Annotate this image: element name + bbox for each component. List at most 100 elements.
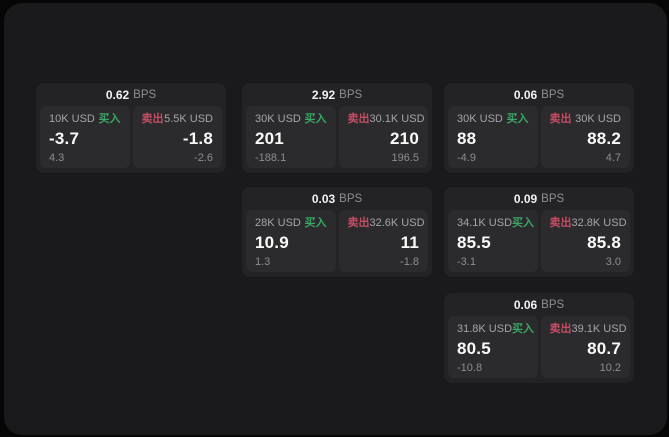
bps-value: 0.62 bbox=[105, 87, 130, 102]
sell-price: 85.8 bbox=[587, 233, 621, 252]
bps-value: 0.06 bbox=[513, 87, 538, 102]
sell-panel[interactable]: 卖出 5.5K USD -1.8 -2.6 bbox=[132, 106, 222, 168]
bps-value: 0.09 bbox=[513, 191, 538, 206]
quote-panels: 30K USD 买入 88 -4.9 卖出 30K USD 88.2 4.7 bbox=[444, 106, 634, 168]
cards-area: 0.62 BPS 10K USD 买入 -3.7 4.3 卖出 5.5K USD… bbox=[4, 3, 667, 435]
sell-panel[interactable]: 卖出 32.8K USD 85.8 3.0 bbox=[540, 210, 630, 272]
sell-side-label: 卖出 bbox=[549, 323, 572, 335]
sell-change: 3.0 bbox=[605, 256, 621, 268]
buy-panel[interactable]: 30K USD 买入 88 -4.9 bbox=[448, 106, 538, 168]
buy-notional: 34.1K USD bbox=[457, 217, 513, 229]
buy-panel-header: 30K USD 买入 bbox=[255, 113, 327, 126]
sell-notional: 39.1K USD bbox=[571, 323, 627, 335]
quote-panels: 31.8K USD 买入 80.5 -10.8 卖出 39.1K USD 80.… bbox=[444, 316, 634, 378]
bps-value: 0.06 bbox=[513, 297, 538, 312]
sell-panel[interactable]: 卖出 32.6K USD 11 -1.8 bbox=[338, 210, 428, 272]
bps-unit-label: BPS bbox=[541, 298, 565, 311]
sell-notional: 5.5K USD bbox=[164, 113, 213, 125]
buy-change: 4.3 bbox=[49, 152, 65, 164]
buy-panel[interactable]: 30K USD 买入 201 -188.1 bbox=[246, 106, 336, 168]
sell-notional: 32.6K USD bbox=[369, 217, 425, 229]
buy-notional: 10K USD bbox=[49, 113, 95, 125]
sell-panel-header: 卖出 32.6K USD bbox=[347, 217, 425, 230]
bps-value: 2.92 bbox=[311, 87, 336, 102]
quote-panels: 10K USD 买入 -3.7 4.3 卖出 5.5K USD -1.8 -2.… bbox=[36, 106, 226, 168]
sell-price: 80.7 bbox=[587, 339, 621, 358]
sell-panel-header: 卖出 39.1K USD bbox=[549, 323, 627, 336]
buy-notional: 30K USD bbox=[457, 113, 503, 125]
buy-side-label: 买入 bbox=[512, 217, 535, 229]
buy-side-label: 买入 bbox=[304, 113, 327, 125]
buy-panel-header: 28K USD 买入 bbox=[255, 217, 327, 230]
sell-panel-header: 卖出 30.1K USD bbox=[348, 113, 425, 126]
buy-notional: 31.8K USD bbox=[457, 323, 513, 335]
sell-panel[interactable]: 卖出 39.1K USD 80.7 10.2 bbox=[540, 316, 630, 378]
buy-side-label: 买入 bbox=[304, 217, 327, 229]
quote-card: 0.09 BPS 34.1K USD 买入 85.5 -3.1 卖出 32.8K… bbox=[444, 187, 634, 277]
buy-change: -10.8 bbox=[457, 362, 483, 374]
app-window: 0.62 BPS 10K USD 买入 -3.7 4.3 卖出 5.5K USD… bbox=[4, 3, 667, 435]
buy-panel[interactable]: 28K USD 买入 10.9 1.3 bbox=[246, 210, 336, 272]
sell-panel[interactable]: 卖出 30.1K USD 210 196.5 bbox=[338, 106, 428, 168]
quote-card: 0.62 BPS 10K USD 买入 -3.7 4.3 卖出 5.5K USD… bbox=[36, 83, 226, 173]
buy-price: 10.9 bbox=[255, 233, 289, 252]
bps-unit-label: BPS bbox=[541, 88, 565, 101]
sell-price: -1.8 bbox=[182, 129, 213, 148]
card-header: 0.06 BPS bbox=[444, 293, 634, 316]
buy-panel-header: 31.8K USD 买入 bbox=[457, 323, 534, 336]
buy-panel[interactable]: 34.1K USD 买入 85.5 -3.1 bbox=[448, 210, 538, 272]
sell-notional: 30.1K USD bbox=[369, 113, 425, 125]
sell-change: -2.6 bbox=[194, 152, 213, 164]
buy-price: 201 bbox=[255, 129, 284, 148]
buy-notional: 30K USD bbox=[255, 113, 301, 125]
bps-unit-label: BPS bbox=[541, 192, 565, 205]
sell-change: -1.8 bbox=[400, 256, 419, 268]
bps-unit-label: BPS bbox=[133, 88, 157, 101]
sell-price: 210 bbox=[390, 129, 419, 148]
buy-change: 1.3 bbox=[255, 256, 271, 268]
buy-panel-header: 10K USD 买入 bbox=[49, 113, 121, 126]
card-header: 2.92 BPS bbox=[242, 83, 432, 106]
sell-notional: 32.8K USD bbox=[571, 217, 627, 229]
sell-panel-header: 卖出 32.8K USD bbox=[549, 217, 627, 230]
sell-change: 10.2 bbox=[599, 362, 621, 374]
buy-price: 80.5 bbox=[457, 339, 491, 358]
buy-side-label: 买入 bbox=[98, 113, 121, 125]
sell-panel-header: 卖出 30K USD bbox=[550, 113, 622, 126]
bps-unit-label: BPS bbox=[339, 192, 363, 205]
sell-change: 196.5 bbox=[391, 152, 419, 164]
quote-card: 2.92 BPS 30K USD 买入 201 -188.1 卖出 30.1K … bbox=[242, 83, 432, 173]
buy-panel-header: 30K USD 买入 bbox=[457, 113, 529, 126]
sell-change: 4.7 bbox=[605, 152, 621, 164]
sell-panel-header: 卖出 5.5K USD bbox=[142, 113, 214, 126]
sell-notional: 30K USD bbox=[575, 113, 621, 125]
sell-panel[interactable]: 卖出 30K USD 88.2 4.7 bbox=[540, 106, 630, 168]
buy-change: -188.1 bbox=[255, 152, 287, 164]
quote-panels: 34.1K USD 买入 85.5 -3.1 卖出 32.8K USD 85.8… bbox=[444, 210, 634, 272]
buy-price: 85.5 bbox=[457, 233, 491, 252]
sell-side-label: 卖出 bbox=[549, 217, 572, 229]
sell-side-label: 卖出 bbox=[141, 113, 164, 125]
buy-panel[interactable]: 31.8K USD 买入 80.5 -10.8 bbox=[448, 316, 538, 378]
sell-price: 88.2 bbox=[587, 129, 621, 148]
card-header: 0.09 BPS bbox=[444, 187, 634, 210]
sell-side-label: 卖出 bbox=[347, 217, 370, 229]
card-header: 0.62 BPS bbox=[36, 83, 226, 106]
bps-unit-label: BPS bbox=[339, 88, 363, 101]
card-header: 0.03 BPS bbox=[242, 187, 432, 210]
buy-price: 88 bbox=[457, 129, 477, 148]
quote-panels: 30K USD 买入 201 -188.1 卖出 30.1K USD 210 1… bbox=[242, 106, 432, 168]
buy-price: -3.7 bbox=[49, 129, 80, 148]
quote-card: 0.06 BPS 31.8K USD 买入 80.5 -10.8 卖出 39.1… bbox=[444, 293, 634, 383]
buy-panel[interactable]: 10K USD 买入 -3.7 4.3 bbox=[40, 106, 130, 168]
quote-card: 0.06 BPS 30K USD 买入 88 -4.9 卖出 30K USD 8… bbox=[444, 83, 634, 173]
buy-change: -4.9 bbox=[457, 152, 476, 164]
bps-value: 0.03 bbox=[311, 191, 336, 206]
buy-notional: 28K USD bbox=[255, 217, 301, 229]
quote-card: 0.03 BPS 28K USD 买入 10.9 1.3 卖出 32.6K US… bbox=[242, 187, 432, 277]
card-header: 0.06 BPS bbox=[444, 83, 634, 106]
buy-panel-header: 34.1K USD 买入 bbox=[457, 217, 534, 230]
quote-panels: 28K USD 买入 10.9 1.3 卖出 32.6K USD 11 -1.8 bbox=[242, 210, 432, 272]
buy-side-label: 买入 bbox=[506, 113, 529, 125]
